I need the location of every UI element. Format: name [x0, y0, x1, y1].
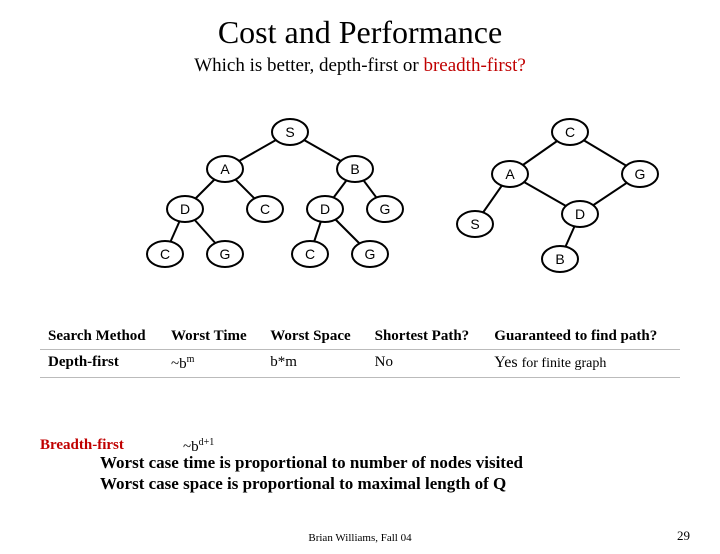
- worst-line2: Worst case space is proportional to maxi…: [100, 473, 715, 494]
- cell-method: Depth-first: [40, 350, 163, 378]
- cell-shortest: No: [367, 350, 487, 378]
- footer-author: Brian Williams, Fall 04: [0, 532, 720, 544]
- comparison-table: Search Method Worst Time Worst Space Sho…: [40, 324, 680, 378]
- svg-text:D: D: [320, 201, 330, 217]
- svg-text:B: B: [555, 251, 564, 267]
- worst-case-note: Worst case time is proportional to numbe…: [100, 452, 715, 495]
- svg-text:A: A: [505, 166, 515, 182]
- svg-text:G: G: [380, 201, 391, 217]
- cell-time: ~bm: [163, 350, 262, 378]
- svg-text:D: D: [180, 201, 190, 217]
- tree-diagrams: S A B D C D G C G C G C A G S D B: [0, 114, 720, 324]
- col-method: Search Method: [40, 324, 163, 350]
- subtitle-plain: Which is better, depth-first or: [194, 55, 423, 76]
- table-header-row: Search Method Worst Time Worst Space Sho…: [40, 324, 680, 350]
- left-tree: S A B D C D G C G C G: [147, 119, 403, 267]
- table-row: Depth-first ~bm b*m No Yes for finite gr…: [40, 350, 680, 378]
- page-title: Cost and Performance: [0, 14, 720, 51]
- svg-text:S: S: [470, 216, 479, 232]
- svg-text:C: C: [260, 201, 270, 217]
- subtitle-breadth: breadth-first?: [423, 55, 525, 76]
- svg-text:B: B: [350, 161, 359, 177]
- svg-text:C: C: [565, 124, 575, 140]
- worst-line1: Worst case time is proportional to numbe…: [100, 452, 715, 473]
- col-space: Worst Space: [262, 324, 366, 350]
- page-subtitle: Which is better, depth-first or breadth-…: [0, 55, 720, 77]
- col-guaranteed: Guaranteed to find path?: [486, 324, 680, 350]
- svg-text:S: S: [285, 124, 294, 140]
- svg-text:C: C: [160, 246, 170, 262]
- svg-text:G: G: [635, 166, 646, 182]
- right-tree: C A G S D B: [457, 119, 658, 272]
- page-number: 29: [677, 528, 690, 544]
- cell-guaranteed: Yes for finite graph: [486, 350, 680, 378]
- svg-text:A: A: [220, 161, 230, 177]
- svg-text:C: C: [305, 246, 315, 262]
- svg-text:G: G: [220, 246, 231, 262]
- col-time: Worst Time: [163, 324, 262, 350]
- cell-space: b*m: [262, 350, 366, 378]
- col-shortest: Shortest Path?: [367, 324, 487, 350]
- svg-text:D: D: [575, 206, 585, 222]
- svg-text:G: G: [365, 246, 376, 262]
